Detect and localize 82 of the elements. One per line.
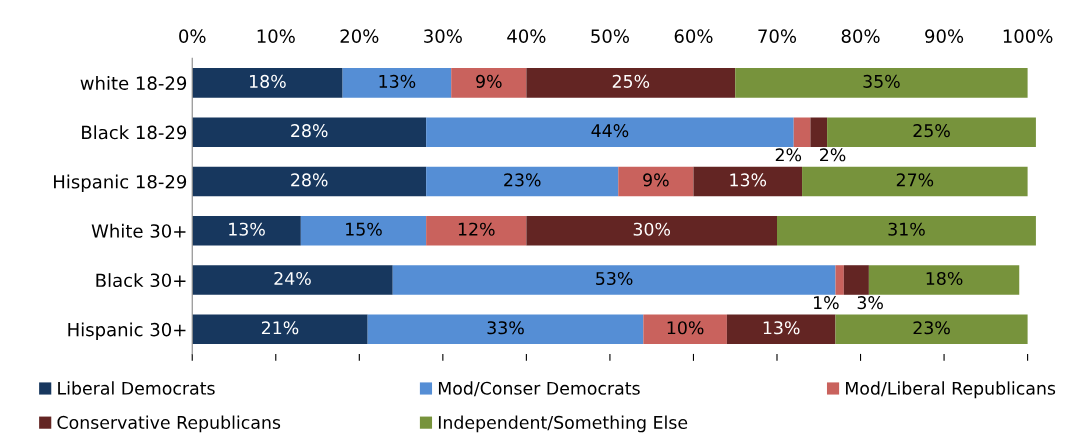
bar <box>451 68 527 98</box>
y-tick-label: White 30+ <box>91 223 186 238</box>
data-label: 25% <box>612 74 650 88</box>
data-label: 35% <box>863 74 900 88</box>
data-label: 13% <box>379 74 416 88</box>
bar <box>835 314 1028 345</box>
data-label: 53% <box>596 271 633 286</box>
data-label: 9% <box>643 173 669 187</box>
data-label: 27% <box>896 173 934 187</box>
bar <box>192 166 427 197</box>
legend-label: Independent/Something Else <box>438 415 688 433</box>
bar <box>392 265 836 295</box>
legend-label: Liberal Democrats <box>58 381 215 395</box>
bar <box>426 117 794 147</box>
data-label: 15% <box>346 222 382 236</box>
bar <box>693 166 803 197</box>
x-tick-label: 40% <box>507 29 546 43</box>
x-tick-label: 100% <box>1003 29 1053 43</box>
data-label: 12% <box>458 222 495 236</box>
x-tick-label: 60% <box>674 29 713 43</box>
data-label: 13% <box>229 222 265 236</box>
x-tick-label: 70% <box>758 29 797 43</box>
data-label: 3% <box>857 296 883 310</box>
data-label: 13% <box>763 321 800 335</box>
legend-label: Conservative Republicans <box>57 415 281 433</box>
bar <box>526 68 736 98</box>
bar <box>192 314 368 345</box>
data-label: 21% <box>261 321 299 335</box>
x-tick-label: 10% <box>257 29 295 43</box>
bar <box>192 68 343 98</box>
data-label: 2% <box>820 148 846 162</box>
bar <box>726 314 836 345</box>
data-label: 30% <box>633 222 671 236</box>
bar <box>793 117 811 147</box>
data-label: 28% <box>291 173 328 187</box>
data-label: 18% <box>926 271 963 286</box>
bar <box>426 215 527 246</box>
bar <box>835 265 844 295</box>
bar <box>643 314 727 345</box>
bar <box>342 68 452 98</box>
data-label: 9% <box>476 74 502 88</box>
bar <box>618 166 694 197</box>
data-label: 31% <box>888 222 925 236</box>
x-tick-label: 50% <box>591 29 629 43</box>
bar <box>426 166 619 197</box>
data-label: 23% <box>504 173 541 187</box>
data-label: 33% <box>487 321 524 335</box>
x-tick-label: 30% <box>424 29 462 43</box>
bar <box>367 314 644 345</box>
bar <box>526 215 777 246</box>
y-tick-label: white 18-29 <box>80 76 187 90</box>
x-tick-label: 0% <box>179 29 206 43</box>
bar <box>735 68 1028 98</box>
data-label: 28% <box>291 124 328 138</box>
bar <box>843 265 869 295</box>
data-label: 44% <box>591 124 629 138</box>
bar <box>192 117 427 147</box>
y-tick-label: Hispanic 18-29 <box>54 174 187 193</box>
data-label: 18% <box>250 74 286 88</box>
y-tick-label: Black 18-29 <box>82 125 187 140</box>
legend-label: Mod/Liberal Republicans <box>846 381 1056 399</box>
data-label: 10% <box>667 321 704 335</box>
y-tick-label: Hispanic 30+ <box>68 322 186 340</box>
data-label: 1% <box>814 296 839 310</box>
bar <box>300 215 427 246</box>
data-label: 2% <box>775 148 802 162</box>
bar <box>777 215 1036 246</box>
data-label: 25% <box>913 124 950 138</box>
data-label: 24% <box>274 271 311 286</box>
bar <box>868 265 1020 295</box>
bar <box>192 215 301 246</box>
bar <box>192 265 393 295</box>
data-label: 13% <box>730 173 767 187</box>
bar <box>802 166 1028 197</box>
bar <box>810 117 828 147</box>
x-tick-label: 20% <box>340 29 379 43</box>
x-tick-label: 80% <box>841 29 880 43</box>
legend-label: Mod/Conser Democrats <box>438 381 640 397</box>
x-tick-label: 90% <box>925 29 964 43</box>
data-label: 23% <box>913 321 950 335</box>
bar <box>827 117 1036 147</box>
y-tick-label: Black 30+ <box>96 273 186 288</box>
